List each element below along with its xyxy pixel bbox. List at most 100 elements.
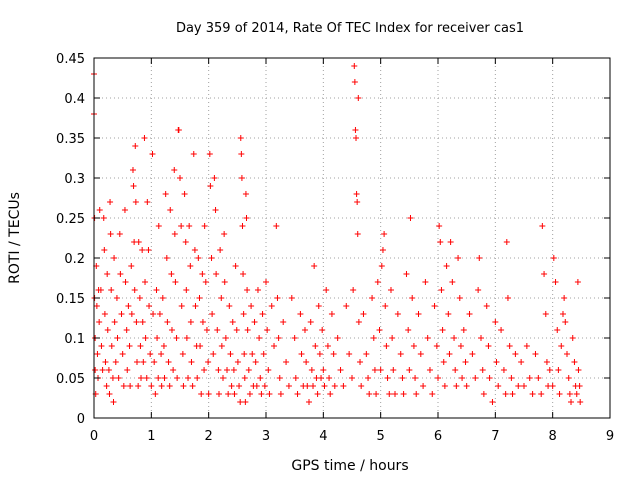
data-point xyxy=(390,367,397,373)
data-point xyxy=(152,391,159,397)
data-point xyxy=(227,351,234,357)
data-point xyxy=(252,359,259,365)
data-point xyxy=(218,295,225,301)
data-point xyxy=(141,135,148,141)
data-point xyxy=(135,239,142,245)
data-point xyxy=(409,295,416,301)
data-point xyxy=(118,311,125,317)
data-point xyxy=(101,247,108,253)
data-point xyxy=(140,359,147,365)
data-point xyxy=(151,359,158,365)
data-point xyxy=(554,327,561,333)
data-point xyxy=(357,359,364,365)
data-point xyxy=(462,359,469,365)
data-point xyxy=(180,383,187,389)
y-tick-label: 0.25 xyxy=(56,212,85,227)
data-point xyxy=(133,319,140,325)
data-point xyxy=(111,319,118,325)
data-point xyxy=(166,383,173,389)
x-tick-label: 2 xyxy=(205,429,213,444)
data-point xyxy=(378,263,385,269)
data-point xyxy=(208,255,215,261)
y-tick-label: 0.2 xyxy=(64,252,85,267)
data-point xyxy=(443,263,450,269)
data-point xyxy=(334,335,341,341)
data-point xyxy=(327,391,334,397)
data-point xyxy=(121,207,128,213)
data-point xyxy=(119,351,126,357)
y-tick-label: 0.45 xyxy=(56,52,85,67)
data-point xyxy=(210,351,217,357)
data-point xyxy=(431,303,438,309)
data-point xyxy=(574,279,581,285)
data-point xyxy=(199,319,206,325)
data-point xyxy=(192,303,199,309)
data-point xyxy=(199,271,206,277)
data-point xyxy=(240,271,247,277)
data-point xyxy=(397,351,404,357)
data-point xyxy=(158,351,165,357)
data-point xyxy=(381,231,388,237)
data-point xyxy=(127,383,134,389)
data-point xyxy=(187,319,194,325)
data-point xyxy=(92,367,99,373)
data-point xyxy=(126,343,133,349)
data-point xyxy=(168,327,175,333)
y-tick-label: 0 xyxy=(77,412,85,427)
data-point xyxy=(104,271,111,277)
data-point xyxy=(108,343,115,349)
data-point xyxy=(93,303,100,309)
data-point xyxy=(230,367,237,373)
data-point xyxy=(238,175,245,181)
data-point xyxy=(541,271,548,277)
data-point xyxy=(96,207,103,213)
data-point xyxy=(214,327,221,333)
data-point xyxy=(105,367,112,373)
x-tick-label: 4 xyxy=(319,429,327,444)
data-point xyxy=(237,399,244,405)
data-point xyxy=(196,295,203,301)
data-point xyxy=(275,335,282,341)
data-point xyxy=(115,375,122,381)
data-point xyxy=(406,367,413,373)
data-point xyxy=(150,311,157,317)
data-point xyxy=(239,223,246,229)
data-point xyxy=(539,223,546,229)
data-point xyxy=(189,383,196,389)
data-point xyxy=(331,383,338,389)
data-point xyxy=(508,375,515,381)
data-point xyxy=(340,383,347,389)
data-point xyxy=(100,215,107,221)
data-point xyxy=(162,191,169,197)
data-point xyxy=(550,255,557,261)
data-point xyxy=(114,335,121,341)
plot-frame xyxy=(93,57,611,419)
data-point xyxy=(351,79,358,85)
data-point xyxy=(174,375,181,381)
data-point xyxy=(160,343,167,349)
y-tick-label: 0.1 xyxy=(64,332,85,347)
data-point xyxy=(264,327,271,333)
data-point xyxy=(108,287,115,293)
data-point xyxy=(261,383,268,389)
data-point xyxy=(400,391,407,397)
data-point xyxy=(268,303,275,309)
data-point xyxy=(374,279,381,285)
data-point xyxy=(493,359,500,365)
data-point xyxy=(225,391,232,397)
data-point xyxy=(460,327,467,333)
data-point xyxy=(145,247,152,253)
data-point xyxy=(437,239,444,245)
axis-ticks xyxy=(93,57,611,419)
data-point xyxy=(486,375,493,381)
data-point xyxy=(426,367,433,373)
data-point xyxy=(111,255,118,261)
data-point xyxy=(104,327,111,333)
data-point xyxy=(229,319,236,325)
data-point xyxy=(154,335,161,341)
data-point xyxy=(377,367,384,373)
data-point xyxy=(123,327,130,333)
data-point xyxy=(386,391,393,397)
data-point xyxy=(498,327,505,333)
data-point xyxy=(310,383,317,389)
